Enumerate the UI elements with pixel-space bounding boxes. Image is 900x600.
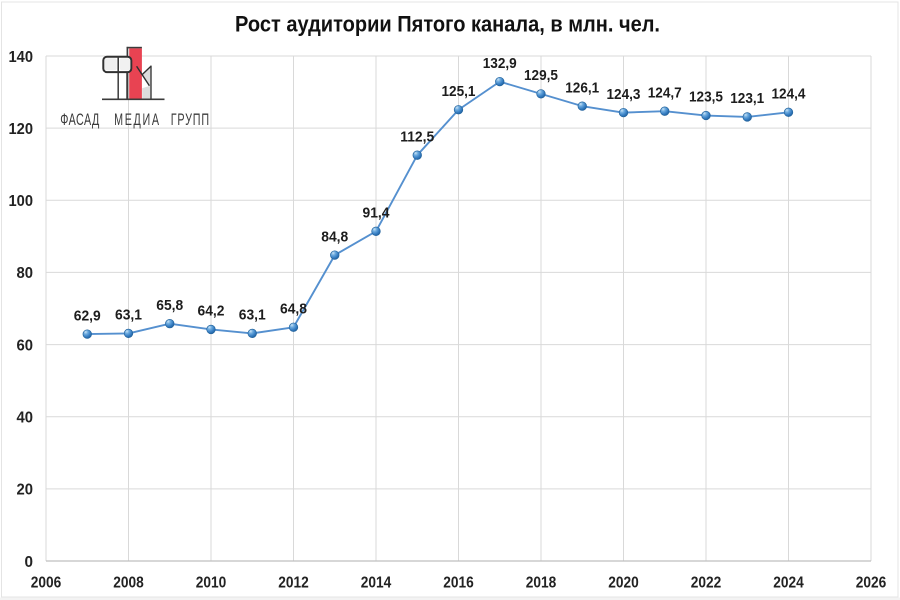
svg-text:60: 60: [17, 337, 34, 354]
svg-text:2014: 2014: [361, 575, 392, 592]
svg-text:120: 120: [9, 121, 34, 138]
svg-text:91,4: 91,4: [363, 206, 390, 222]
svg-text:132,9: 132,9: [483, 56, 517, 72]
svg-text:62,9: 62,9: [74, 308, 101, 324]
svg-text:126,1: 126,1: [565, 80, 599, 96]
svg-text:124,7: 124,7: [648, 85, 682, 101]
svg-text:2008: 2008: [113, 575, 144, 592]
svg-text:2018: 2018: [526, 575, 557, 592]
svg-text:64,8: 64,8: [280, 301, 307, 317]
svg-text:123,1: 123,1: [730, 91, 764, 107]
svg-text:129,5: 129,5: [524, 68, 558, 84]
svg-text:0: 0: [25, 554, 34, 571]
svg-text:63,1: 63,1: [115, 308, 142, 324]
svg-text:ФАСАД: ФАСАД: [60, 111, 100, 129]
svg-text:64,2: 64,2: [198, 304, 225, 320]
svg-text:2010: 2010: [196, 575, 227, 592]
svg-text:63,1: 63,1: [239, 308, 266, 324]
svg-text:124,3: 124,3: [607, 87, 641, 103]
svg-text:125,1: 125,1: [442, 84, 476, 100]
svg-text:100: 100: [9, 193, 34, 210]
svg-text:124,4: 124,4: [772, 86, 806, 102]
svg-text:2012: 2012: [278, 575, 309, 592]
svg-text:40: 40: [17, 410, 34, 427]
svg-text:2024: 2024: [773, 575, 804, 592]
svg-text:20: 20: [17, 482, 34, 499]
svg-text:МЕДИА: МЕДИА: [114, 111, 160, 129]
svg-text:2026: 2026: [856, 575, 887, 592]
svg-text:ГРУПП: ГРУПП: [171, 111, 211, 129]
svg-text:2020: 2020: [608, 575, 639, 592]
svg-text:65,8: 65,8: [156, 298, 183, 314]
svg-text:123,5: 123,5: [689, 90, 723, 106]
svg-text:84,8: 84,8: [321, 229, 348, 245]
svg-text:Рост аудитории Пятого канала,: Рост аудитории Пятого канала, в млн. чел…: [235, 11, 660, 36]
svg-text:2006: 2006: [31, 575, 62, 592]
svg-text:112,5: 112,5: [400, 129, 434, 145]
svg-text:2016: 2016: [443, 575, 474, 592]
svg-text:80: 80: [17, 265, 34, 282]
svg-text:2022: 2022: [691, 575, 722, 592]
svg-text:140: 140: [9, 49, 34, 66]
